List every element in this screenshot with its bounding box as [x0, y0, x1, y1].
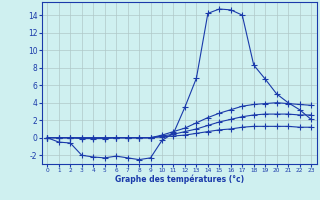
X-axis label: Graphe des températures (°c): Graphe des températures (°c)	[115, 175, 244, 184]
